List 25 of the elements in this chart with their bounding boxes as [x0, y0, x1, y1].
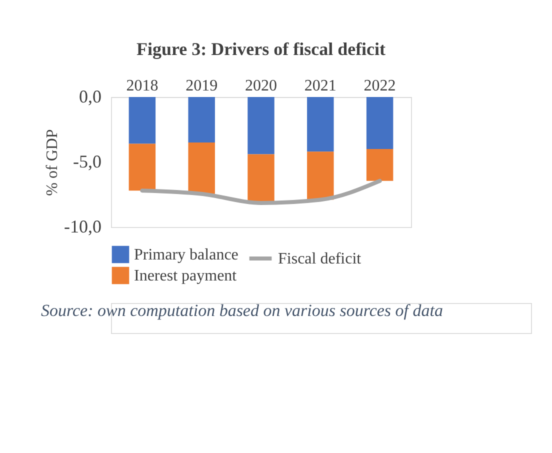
legend-label: Fiscal deficit [278, 250, 362, 268]
bar [128, 144, 156, 191]
bar [248, 154, 274, 201]
x-tick-label: 2020 [245, 78, 277, 94]
y-tick-label: -10,0 [64, 216, 102, 236]
line-series [140, 178, 382, 205]
y-axis-title: % of GDP [44, 129, 62, 196]
source-note: Source: own computation based on various sources of data [41, 301, 443, 320]
bar [366, 97, 394, 149]
bar [188, 97, 215, 142]
bar [128, 97, 156, 144]
bar [188, 142, 215, 194]
y-tick-label: -5,0 [73, 152, 102, 172]
bar [307, 152, 334, 200]
bar [366, 149, 394, 181]
x-tick-label: 2022 [364, 78, 396, 94]
bar [307, 97, 334, 152]
y-tick-label: 0,0 [79, 86, 102, 106]
legend-label: Inerest payment [134, 268, 238, 284]
chart-title: Figure 3: Drivers of fiscal deficit [136, 39, 386, 59]
x-tick-label: 2018 [126, 78, 158, 94]
x-tick-label: 2019 [186, 78, 218, 94]
legend-label: Primary balance [134, 246, 238, 264]
bar [248, 97, 274, 154]
x-tick-label: 2021 [304, 78, 336, 94]
